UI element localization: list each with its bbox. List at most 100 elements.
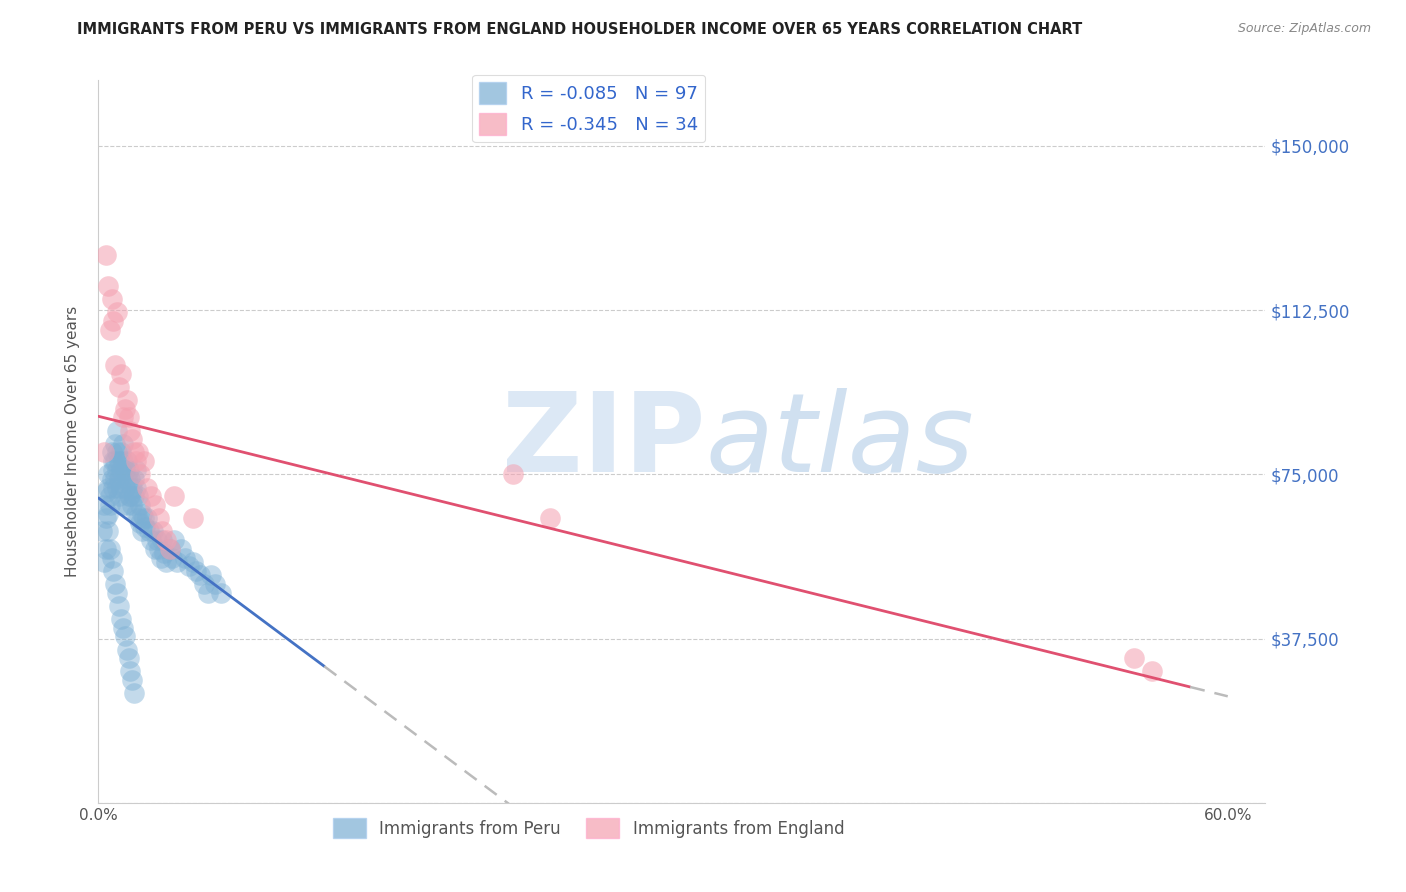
Point: [139, 489, 162, 503]
Point: [117, 489, 139, 503]
Point: [115, 472, 138, 486]
Point: [120, 472, 142, 486]
Point: [114, 481, 136, 495]
Point: [174, 550, 197, 565]
Point: [104, 358, 127, 372]
Point: [120, 424, 142, 438]
Point: [100, 445, 122, 459]
Point: [115, 392, 138, 407]
Point: [153, 546, 176, 560]
Point: [160, 550, 183, 565]
Text: ZIP: ZIP: [502, 388, 706, 495]
Point: [110, 445, 132, 459]
Point: [122, 489, 145, 503]
Point: [200, 568, 222, 582]
Point: [181, 511, 204, 525]
Point: [1142, 665, 1164, 679]
Point: [105, 481, 128, 495]
Point: [97, 507, 120, 521]
Point: [97, 481, 120, 495]
Point: [132, 454, 155, 468]
Point: [105, 445, 128, 459]
Point: [128, 498, 150, 512]
Point: [159, 541, 181, 556]
Point: [115, 498, 138, 512]
Point: [188, 568, 211, 582]
Point: [117, 410, 139, 425]
Point: [121, 481, 143, 495]
Point: [128, 467, 150, 482]
Point: [98, 498, 121, 512]
Point: [105, 424, 128, 438]
Point: [146, 533, 169, 547]
Point: [104, 472, 127, 486]
Point: [155, 555, 177, 569]
Point: [100, 550, 122, 565]
Point: [139, 533, 162, 547]
Point: [143, 541, 166, 556]
Point: [186, 564, 208, 578]
Point: [148, 541, 170, 556]
Point: [131, 507, 153, 521]
Point: [114, 463, 136, 477]
Point: [149, 550, 172, 565]
Point: [502, 467, 524, 482]
Point: [125, 463, 148, 477]
Point: [108, 599, 131, 613]
Point: [94, 511, 117, 525]
Point: [117, 651, 139, 665]
Point: [120, 665, 142, 679]
Point: [111, 410, 134, 425]
Point: [114, 401, 136, 416]
Point: [98, 541, 121, 556]
Point: [134, 520, 156, 534]
Point: [104, 436, 127, 450]
Point: [125, 454, 148, 468]
Point: [121, 673, 143, 688]
Point: [93, 555, 115, 569]
Point: [103, 564, 125, 578]
Point: [166, 555, 188, 569]
Point: [94, 541, 117, 556]
Text: IMMIGRANTS FROM PERU VS IMMIGRANTS FROM ENGLAND HOUSEHOLDER INCOME OVER 65 YEARS: IMMIGRANTS FROM PERU VS IMMIGRANTS FROM …: [77, 22, 1083, 37]
Point: [193, 577, 215, 591]
Point: [91, 524, 114, 539]
Point: [110, 481, 132, 495]
Point: [127, 489, 149, 503]
Point: [98, 323, 121, 337]
Point: [110, 612, 132, 626]
Point: [110, 463, 132, 477]
Point: [138, 524, 160, 539]
Point: [111, 621, 134, 635]
Point: [105, 585, 128, 599]
Point: [142, 524, 165, 539]
Point: [117, 463, 139, 477]
Point: [152, 533, 174, 547]
Point: [108, 472, 131, 486]
Point: [122, 686, 145, 700]
Point: [127, 445, 149, 459]
Point: [100, 472, 122, 486]
Point: [105, 305, 128, 319]
Point: [108, 489, 131, 503]
Point: [105, 463, 128, 477]
Point: [97, 524, 120, 539]
Point: [136, 481, 159, 495]
Point: [111, 436, 134, 450]
Point: [103, 454, 125, 468]
Legend: Immigrants from Peru, Immigrants from England: Immigrants from Peru, Immigrants from En…: [326, 812, 851, 845]
Point: [163, 489, 186, 503]
Point: [108, 454, 131, 468]
Point: [131, 524, 153, 539]
Text: Source: ZipAtlas.com: Source: ZipAtlas.com: [1237, 22, 1371, 36]
Point: [136, 511, 159, 525]
Point: [115, 642, 138, 657]
Point: [97, 467, 120, 482]
Point: [1122, 651, 1144, 665]
Point: [125, 507, 148, 521]
Point: [148, 511, 170, 525]
Point: [155, 533, 177, 547]
Y-axis label: Householder Income Over 65 years: Householder Income Over 65 years: [65, 306, 80, 577]
Point: [170, 541, 193, 556]
Point: [93, 498, 115, 512]
